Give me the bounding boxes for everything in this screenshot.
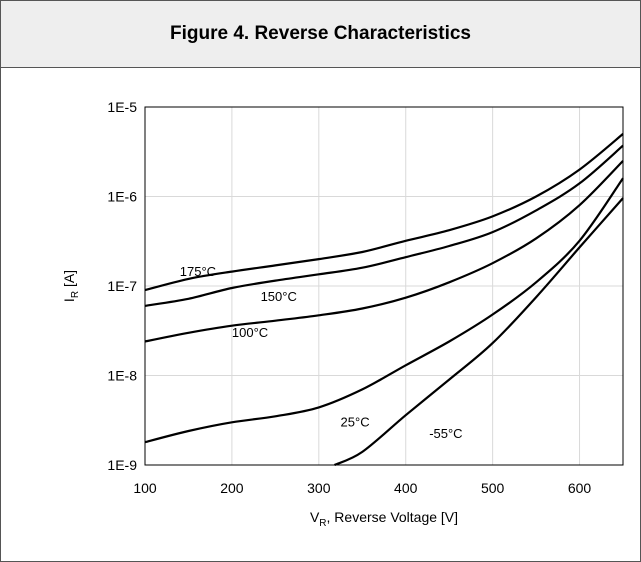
x-tick-label: 600 — [568, 480, 592, 496]
series-line-150c — [144, 144, 624, 307]
series-line-25c — [144, 177, 624, 444]
y-tick-label: 1E-6 — [107, 189, 137, 205]
x-tick-label: 400 — [394, 480, 418, 496]
x-tick-label: 500 — [481, 480, 505, 496]
curve-label-layer: 175°C 150°C 100°C 25°C -55°C — [180, 264, 463, 441]
y-tick-label: 1E-9 — [107, 457, 137, 473]
tick-layer: 100 200 300 400 500 600 1E-9 1E-8 1E-7 1E-6 1E-5 — [107, 99, 591, 496]
x-tick-label: 300 — [307, 480, 331, 496]
x-axis-label: VR, Reverse Voltage [V] — [310, 509, 458, 529]
plot-area — [144, 106, 624, 466]
series-layer — [144, 133, 624, 467]
curve-label: 25°C — [341, 414, 370, 429]
curve-label: 100°C — [232, 325, 268, 340]
figure-title: Figure 4. Reverse Characteristics — [170, 23, 471, 44]
figure-header: Figure 4. Reverse Characteristics — [1, 1, 640, 68]
y-tick-label: 1E-8 — [107, 368, 137, 384]
grid-layer — [145, 107, 623, 465]
x-tick-label: 200 — [220, 480, 244, 496]
curve-label: 175°C — [180, 264, 216, 279]
y-tick-label: 1E-5 — [107, 99, 137, 115]
curve-label: 150°C — [261, 289, 297, 304]
y-tick-label: 1E-7 — [107, 278, 137, 294]
curve-label: -55°C — [429, 426, 462, 441]
series-line-minus-55c — [334, 197, 624, 467]
y-axis-label: IR [A] — [61, 270, 81, 302]
series-line-100c — [144, 160, 624, 343]
series-line-175c — [144, 133, 624, 292]
x-tick-label: 100 — [133, 480, 157, 496]
